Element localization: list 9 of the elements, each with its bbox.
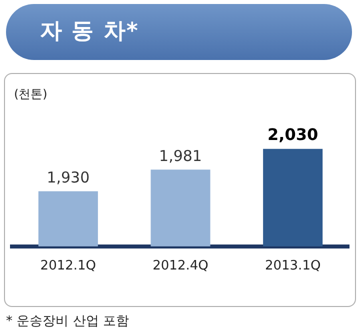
x-tick-label: 2013.1Q (264, 258, 321, 274)
data-label: 2,030 (268, 125, 318, 144)
x-tick-label: 2012.4Q (152, 258, 208, 274)
x-tick-label: 2012.1Q (40, 258, 96, 274)
y-axis-title: (천톤) (14, 86, 48, 103)
annotation: * 운송장비 산업 포함 (6, 313, 129, 330)
chart-title: 자 동 차* (40, 18, 139, 46)
data-label: 1,930 (46, 168, 90, 187)
data-label: 1,981 (159, 147, 202, 166)
